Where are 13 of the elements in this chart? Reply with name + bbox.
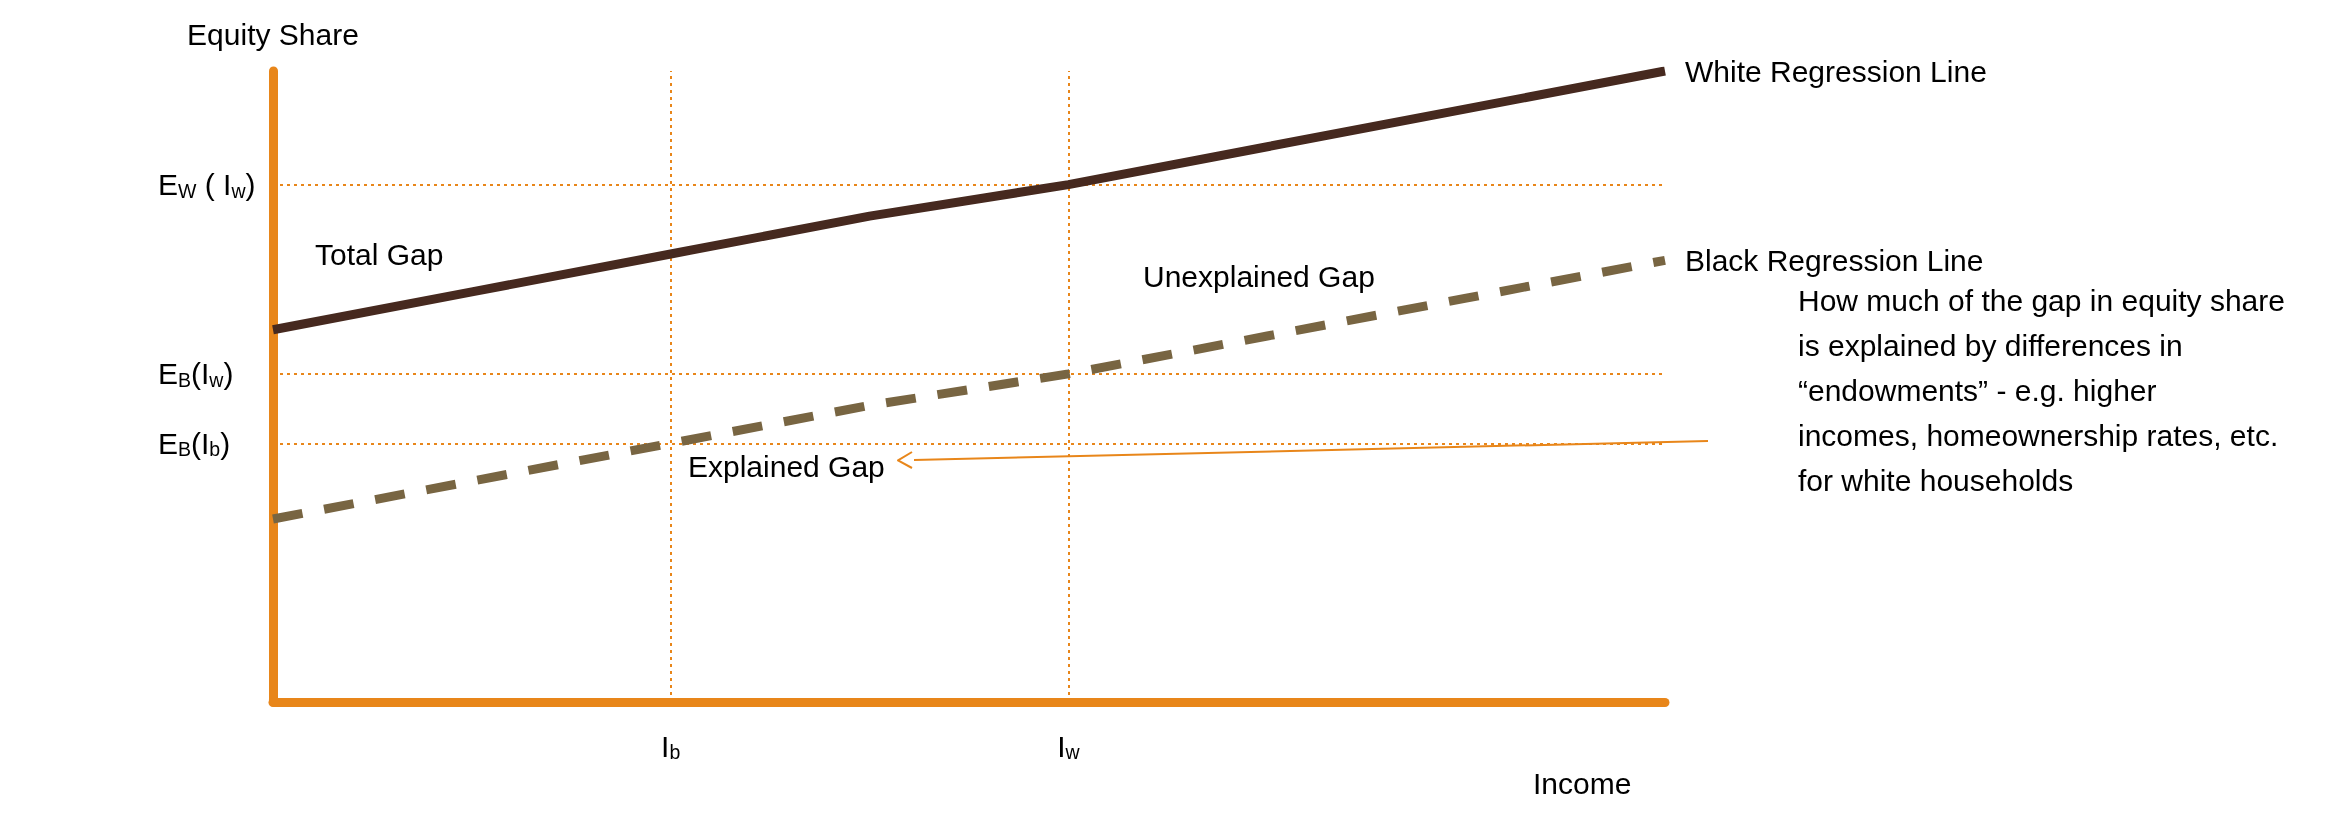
annotation: Unexplained Gap: [1143, 259, 1375, 293]
ref-line-label: EW ( Iw): [158, 168, 256, 202]
ref-line-label: EB(Ib): [158, 426, 231, 461]
y-axis-title: Equity Share: [187, 17, 359, 51]
series-label: White Regression Line: [1685, 54, 1987, 88]
x-axis-title: Income: [1533, 766, 1632, 800]
x-tick-label: Ib: [661, 729, 681, 763]
series-label: Black Regression Line: [1685, 243, 1984, 277]
x-tick-label: Iw: [1057, 729, 1081, 763]
annotation: Total Gap: [315, 237, 444, 271]
text: How much of the gap in equity share is explained by differences in “endowments” - e.g. higher incomes, homeownership rates, etc. for white households: [1798, 284, 2294, 497]
annotation: Explained Gap: [688, 449, 885, 483]
ref-line-label: EB(Iw): [158, 357, 234, 391]
